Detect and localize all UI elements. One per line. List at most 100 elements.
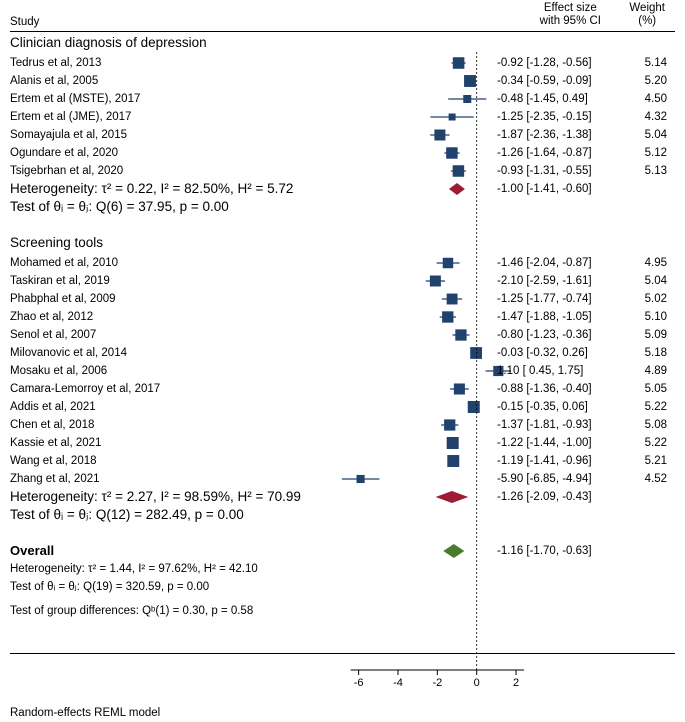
study-row-g1-s3-effect-size: -1.47 [-1.88, -1.05]: [497, 308, 617, 326]
study-row-g0-s5-weight: 5.12: [627, 144, 667, 162]
study-row-g1-s6-weight: 4.89: [627, 362, 667, 380]
study-row-g1-s4-label: Senol et al, 2007: [10, 326, 96, 344]
study-row-g1-s4-effect-size: -0.80 [-1.23, -0.36]: [497, 326, 617, 344]
study-row-g1-s10-weight: 5.22: [627, 434, 667, 452]
study-row-g1-s12-weight: 4.52: [627, 470, 667, 488]
study-row-g0-s5-label: Ogundare et al, 2020: [10, 144, 118, 162]
study-row-g1-s11-weight: 5.21: [627, 452, 667, 470]
study-row-g1-s0-weight: 4.95: [627, 254, 667, 272]
study-row-g0-s0-weight: 5.14: [627, 54, 667, 72]
bottom-rule: [10, 653, 675, 654]
subgroup-hetero-1-label: Heterogeneity: τ² = 2.27, I² = 98.59%, H…: [10, 488, 301, 506]
study-row-g1-s10: Kassie et al, 2021 -1.22 [-1.44, -1.00] 5.…: [10, 434, 675, 452]
study-row-g1-s9-weight: 5.08: [627, 416, 667, 434]
subgroup-title-1-label: Screening tools: [10, 234, 103, 252]
footnote: Random-effects REML model: [10, 704, 675, 722]
overall-hetero-label: Heterogeneity: τ² = 1.44, I² = 97.62%, H…: [10, 560, 258, 578]
group-diff-test: Test of group differences: Qᵇ(1) = 0.30,…: [10, 602, 675, 620]
study-row-g0-s4-weight: 5.04: [627, 126, 667, 144]
study-row-g0-s5: Ogundare et al, 2020 -1.26 [-1.64, -0.87]…: [10, 144, 675, 162]
subgroup-test-1-label: Test of θᵢ = θⱼ: Q(12) = 282.49, p = 0.0…: [10, 506, 244, 524]
study-row-g1-s12: Zhang et al, 2021 -5.90 [-6.85, -4.94] 4.5…: [10, 470, 675, 488]
footnote-label: Random-effects REML model: [10, 704, 160, 722]
study-row-g1-s8: Addis et al, 2021 -0.15 [-0.35, 0.06] 5.22: [10, 398, 675, 416]
study-row-g1-s5-label: Milovanovic et al, 2014: [10, 344, 127, 362]
study-row-g1-s11: Wang et al, 2018 -1.19 [-1.41, -0.96] 5.21: [10, 452, 675, 470]
study-row-g1-s3: Zhao et al, 2012 -1.47 [-1.88, -1.05] 5.10: [10, 308, 675, 326]
study-row-g0-s4-label: Somayajula et al, 2015: [10, 126, 127, 144]
subgroup-test-0: Test of θᵢ = θⱼ: Q(6) = 37.95, p = 0.00: [10, 198, 675, 216]
study-row-g1-s7-label: Camara-Lemorroy et al, 2017: [10, 380, 160, 398]
study-row-g1-s7-effect-size: -0.88 [-1.36, -0.40]: [497, 380, 617, 398]
study-row-g1-s5: Milovanovic et al, 2014 -0.03 [-0.32, 0.2…: [10, 344, 675, 362]
subgroup-test-1: Test of θᵢ = θⱼ: Q(12) = 282.49, p = 0.0…: [10, 506, 675, 524]
study-row-g0-s0-effect-size: -0.92 [-1.28, -0.56]: [497, 54, 617, 72]
study-row-g1-s6-label: Mosaku et al, 2006: [10, 362, 107, 380]
svg-text:-6: -6: [354, 677, 364, 689]
study-row-g1-s2: Phabphal et al, 2009 -1.25 [-1.77, -0.74]…: [10, 290, 675, 308]
study-row-g1-s2-label: Phabphal et al, 2009: [10, 290, 116, 308]
study-row-g1-s0-label: Mohamed et al, 2010: [10, 254, 118, 272]
study-row-g1-s9: Chen et al, 2018-1.37 [-1.81, -0.93]5.08: [10, 416, 675, 434]
study-row-g1-s2-weight: 5.02: [627, 290, 667, 308]
study-row-g1-s2-effect-size: -1.25 [-1.77, -0.74]: [497, 290, 617, 308]
study-row-g1-s8-weight: 5.22: [627, 398, 667, 416]
subgroup-test-0-label: Test of θᵢ = θⱼ: Q(6) = 37.95, p = 0.00: [10, 198, 229, 216]
study-row-g1-s0-effect-size: -1.46 [-2.04, -0.87]: [497, 254, 617, 272]
study-row-g0-s3-label: Ertem et al (JME), 2017: [10, 108, 131, 126]
study-row-g1-s11-effect-size: -1.19 [-1.41, -0.96]: [497, 452, 617, 470]
study-row-g1-s6-effect-size: 1.10 [ 0.45, 1.75]: [497, 362, 617, 380]
study-row-g1-s11-label: Wang et al, 2018: [10, 452, 97, 470]
svg-text:2: 2: [513, 677, 519, 689]
study-row-g1-s10-effect-size: -1.22 [-1.44, -1.00]: [497, 434, 617, 452]
overall-test: Test of θᵢ = θⱼ: Q(19) = 320.59, p = 0.0…: [10, 578, 675, 596]
study-row-g1-s3-label: Zhao et al, 2012: [10, 308, 93, 326]
study-row-g0-s0-label: Tedrus et al, 2013: [10, 54, 101, 72]
study-row-g0-s0: Tedrus et al, 2013 -0.92 [-1.28, -0.56] 5.…: [10, 54, 675, 72]
subgroup-title-0-label: Clinician diagnosis of depression: [10, 34, 207, 52]
study-row-g1-s7: Camara-Lemorroy et al, 2017 -0.88 [-1.36,…: [10, 380, 675, 398]
study-row-g1-s10-label: Kassie et al, 2021: [10, 434, 101, 452]
subgroup-hetero-0: Heterogeneity: τ² = 0.22, I² = 82.50%, H…: [10, 180, 675, 198]
subgroup-hetero-0-label: Heterogeneity: τ² = 0.22, I² = 82.50%, H…: [10, 180, 293, 198]
study-row-g1-s8-label: Addis et al, 2021: [10, 398, 96, 416]
svg-text:-2: -2: [432, 677, 442, 689]
subgroup-title-0: Clinician diagnosis of depression: [10, 34, 675, 52]
study-row-g1-s1-label: Taskiran et al, 2019: [10, 272, 110, 290]
study-row-g0-s3: Ertem et al (JME), 2017-1.25 [-2.35, -0.…: [10, 108, 675, 126]
overall-row-label: Overall: [10, 542, 54, 560]
study-row-g1-s7-weight: 5.05: [627, 380, 667, 398]
study-row-g0-s2: Ertem et al (MSTE), 2017-0.48 [-1.45, 0.…: [10, 90, 675, 108]
study-row-g0-s4: Somayajula et al, 2015 -1.87 [-2.36, -1.3…: [10, 126, 675, 144]
forest-plot: Study Effect size with 95% CI Weight (%)…: [0, 0, 685, 720]
svg-text:0: 0: [474, 677, 480, 689]
subgroup-title-1: Screening tools: [10, 234, 675, 252]
study-row-g0-s2-label: Ertem et al (MSTE), 2017: [10, 90, 140, 108]
subgroup-hetero-1: Heterogeneity: τ² = 2.27, I² = 98.59%, H…: [10, 488, 675, 506]
study-row-g0-s2-weight: 4.50: [627, 90, 667, 108]
study-row-g1-s1: Taskiran et al, 2019-2.10 [-2.59, -1.61]…: [10, 272, 675, 290]
study-row-g0-s5-effect-size: -1.26 [-1.64, -0.87]: [497, 144, 617, 162]
subgroup-hetero-0-effect-size: -1.00 [-1.41, -0.60]: [497, 180, 617, 198]
study-row-g1-s9-effect-size: -1.37 [-1.81, -0.93]: [497, 416, 617, 434]
study-row-g0-s1-weight: 5.20: [627, 72, 667, 90]
study-row-g1-s5-weight: 5.18: [627, 344, 667, 362]
study-row-g0-s6: Tsigebrhan et al, 2020-0.93 [-1.31, -0.5…: [10, 162, 675, 180]
study-row-g0-s4-effect-size: -1.87 [-2.36, -1.38]: [497, 126, 617, 144]
study-row-g1-s5-effect-size: -0.03 [-0.32, 0.26]: [497, 344, 617, 362]
study-row-g1-s4: Senol et al, 2007 -0.80 [-1.23, -0.36] 5.0…: [10, 326, 675, 344]
study-row-g1-s12-label: Zhang et al, 2021: [10, 470, 100, 488]
study-row-g1-s8-effect-size: -0.15 [-0.35, 0.06]: [497, 398, 617, 416]
study-row-g1-s3-weight: 5.10: [627, 308, 667, 326]
study-row-g0-s3-weight: 4.32: [627, 108, 667, 126]
subgroup-hetero-1-effect-size: -1.26 [-2.09, -0.43]: [497, 488, 617, 506]
study-row-g0-s6-weight: 5.13: [627, 162, 667, 180]
overall-test-label: Test of θᵢ = θⱼ: Q(19) = 320.59, p = 0.0…: [10, 578, 209, 596]
study-row-g1-s0: Mohamed et al, 2010 -1.46 [-2.04, -0.87] 4…: [10, 254, 675, 272]
study-row-g0-s1-label: Alanis et al, 2005: [10, 72, 98, 90]
study-row-g1-s4-weight: 5.09: [627, 326, 667, 344]
svg-text:-4: -4: [393, 677, 403, 689]
study-row-g1-s12-effect-size: -5.90 [-6.85, -4.94]: [497, 470, 617, 488]
study-row-g1-s1-weight: 5.04: [627, 272, 667, 290]
overall-row-effect-size: -1.16 [-1.70, -0.63]: [497, 542, 617, 560]
